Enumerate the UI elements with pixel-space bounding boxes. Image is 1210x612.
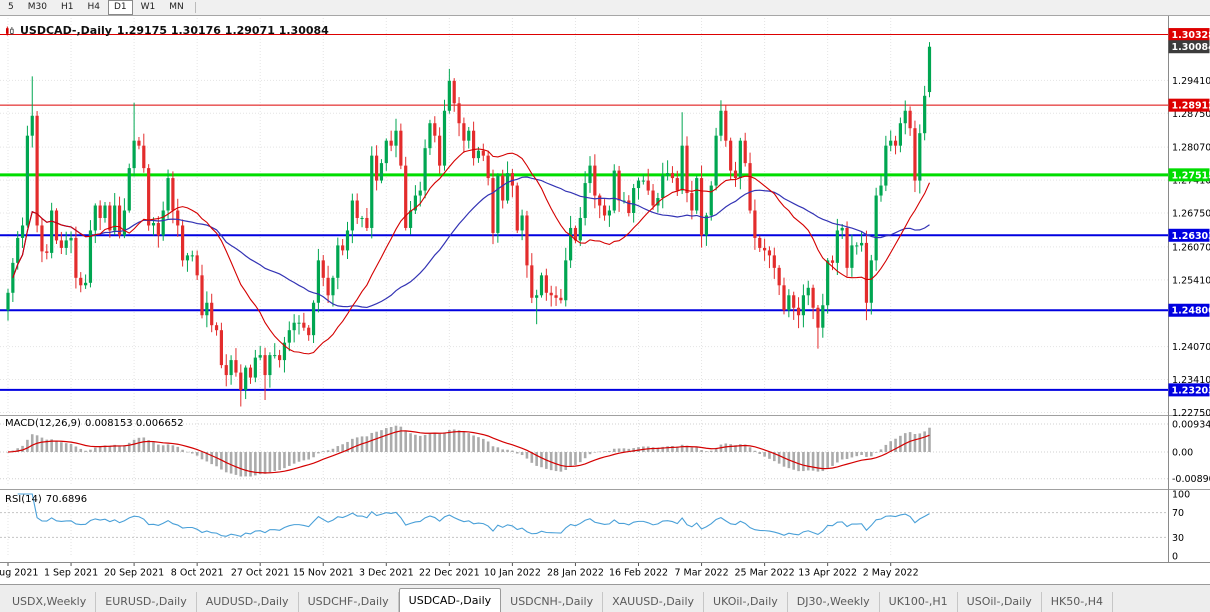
tab-usoil-daily[interactable]: USOil-,Daily	[958, 592, 1042, 612]
svg-text:25 Mar 2022: 25 Mar 2022	[734, 568, 794, 579]
price-level-badge	[1168, 28, 1210, 42]
svg-text:1.28750: 1.28750	[1172, 109, 1210, 120]
svg-text:1.28912: 1.28912	[1172, 101, 1210, 112]
tab-hk50-h4[interactable]: HK50-,H4	[1042, 592, 1113, 612]
candlestick-series	[6, 42, 932, 407]
ma-slow-line	[12, 176, 930, 309]
svg-text:1.22750: 1.22750	[1172, 408, 1210, 419]
chart-canvas[interactable]: 1.294101.287501.280701.274101.267501.260…	[0, 16, 1210, 584]
svg-text:1.23410: 1.23410	[1172, 375, 1210, 386]
chart-area[interactable]: USDCAD-,Daily 1.29175 1.30176 1.29071 1.…	[0, 16, 1210, 584]
macd-guides	[0, 423, 1168, 480]
rsi-params: RSI(14)	[5, 494, 42, 505]
price-level-badge	[1168, 98, 1210, 112]
price-level-badge	[1168, 228, 1210, 242]
grid	[0, 18, 1168, 556]
toolbar-separator	[194, 2, 196, 13]
svg-text:3 Dec 2021: 3 Dec 2021	[359, 568, 414, 579]
svg-text:1.26750: 1.26750	[1172, 208, 1210, 219]
chart-title: USDCAD-,Daily 1.29175 1.30176 1.29071 1.…	[5, 24, 329, 37]
svg-text:7 Mar 2022: 7 Mar 2022	[674, 568, 728, 579]
price-badges: 1.30328 1.28912 1.27515 1.26303 1.24800 1.232…	[1168, 28, 1210, 397]
rsi-indicator-label: RSI(14) 70.6896	[5, 494, 91, 505]
svg-text:22 Dec 2021: 22 Dec 2021	[419, 568, 480, 579]
timeframe-mn[interactable]: MN	[169, 2, 184, 12]
svg-text:13 Aug 2021: 13 Aug 2021	[0, 568, 38, 579]
svg-text:1.30328: 1.30328	[1172, 30, 1210, 41]
tab-eurusd-daily[interactable]: EURUSD-,Daily	[96, 592, 197, 612]
tab-usdcnh-daily[interactable]: USDCNH-,Daily	[501, 592, 604, 612]
macd-histogram	[6, 425, 931, 477]
svg-text:1.24800: 1.24800	[1172, 306, 1210, 317]
svg-text:100: 100	[1172, 490, 1190, 501]
svg-text:1.23203: 1.23203	[1172, 385, 1210, 396]
price-axis: 1.294101.287501.280701.274101.267501.260…	[1172, 76, 1210, 563]
svg-text:1.25410: 1.25410	[1172, 275, 1210, 286]
timeframe-5[interactable]: 5	[8, 2, 14, 12]
svg-text:0.00: 0.00	[1172, 448, 1193, 459]
tab-audusd-daily[interactable]: AUDUSD-,Daily	[197, 592, 299, 612]
svg-text:10 Jan 2022: 10 Jan 2022	[484, 568, 541, 579]
tab-usdcad-daily[interactable]: USDCAD-,Daily	[398, 588, 502, 612]
macd-signal-line	[7, 430, 930, 474]
svg-text:0.00934: 0.00934	[1172, 419, 1210, 430]
timeframe-toolbar: 5 M30 H1 H4 D1 W1 MN	[0, 0, 1210, 16]
price-level-badge	[1168, 383, 1210, 397]
chart-icon	[6, 26, 14, 35]
svg-text:1.26303: 1.26303	[1172, 231, 1210, 242]
macd-params: MACD(12,26,9)	[5, 418, 81, 429]
ma-fast-line	[12, 148, 931, 355]
svg-text:70: 70	[1172, 508, 1184, 519]
timeframe-d1[interactable]: D1	[107, 0, 133, 15]
tab-xauusd-daily[interactable]: XAUUSD-,Daily	[603, 592, 705, 612]
rsi-value: 70.6896	[45, 494, 88, 505]
timeframe-h1[interactable]: H1	[60, 2, 74, 12]
tab-usdx-weekly[interactable]: USDX,Weekly	[3, 592, 97, 612]
symbol-tabbar: USDX,Weekly EURUSD-,Daily AUDUSD-,Daily USD…	[0, 584, 1210, 612]
svg-text:1.26070: 1.26070	[1172, 242, 1210, 253]
timeframe-h4[interactable]: H4	[87, 2, 100, 12]
current-price-badge	[1168, 40, 1210, 54]
svg-text:1.27515: 1.27515	[1172, 170, 1210, 181]
svg-text:0: 0	[1172, 552, 1178, 563]
panel-dividers	[0, 16, 1210, 563]
svg-text:8 Oct 2021: 8 Oct 2021	[171, 568, 224, 579]
svg-text:16 Feb 2022: 16 Feb 2022	[609, 568, 668, 579]
macd-indicator-label: MACD(12,26,9) 0.008153 0.006652	[5, 418, 188, 429]
chart-ohlc-label: 1.29175 1.30176 1.29071 1.30084	[116, 24, 329, 37]
svg-text:1.24070: 1.24070	[1172, 342, 1210, 353]
macd-values: 0.008153 0.006652	[84, 418, 184, 429]
horizontal-levels	[0, 34, 1168, 391]
svg-text:13 Apr 2022: 13 Apr 2022	[798, 568, 857, 579]
price-level-badge	[1168, 168, 1210, 182]
price-level-badge	[1168, 303, 1210, 317]
svg-text:1.28070: 1.28070	[1172, 143, 1210, 154]
chart-symbol-label: USDCAD-,Daily	[20, 24, 112, 37]
tab-dj30-weekly[interactable]: DJ30-,Weekly	[788, 592, 880, 612]
tab-ukoil-daily[interactable]: UKOil-,Daily	[704, 592, 788, 612]
tab-uk100-h1[interactable]: UK100-,H1	[880, 592, 958, 612]
svg-text:2 May 2022: 2 May 2022	[863, 568, 919, 579]
svg-text:-0.00890: -0.00890	[1172, 474, 1210, 485]
svg-text:28 Jan 2022: 28 Jan 2022	[547, 568, 604, 579]
timeframe-m30[interactable]: M30	[27, 2, 47, 12]
timeframe-w1[interactable]: W1	[140, 2, 156, 12]
svg-text:27 Oct 2021: 27 Oct 2021	[231, 568, 290, 579]
svg-text:15 Nov 2021: 15 Nov 2021	[293, 568, 354, 579]
rsi-line	[17, 493, 930, 537]
svg-text:1.29410: 1.29410	[1172, 76, 1210, 87]
tab-usdchf-daily[interactable]: USDCHF-,Daily	[299, 592, 399, 612]
svg-text:1 Sep 2021: 1 Sep 2021	[44, 568, 98, 579]
svg-text:20 Sep 2021: 20 Sep 2021	[104, 568, 164, 579]
rsi-guides	[0, 512, 1168, 538]
date-axis: 13 Aug 2021 1 Sep 2021 20 Sep 2021 8 Oct 20…	[0, 563, 919, 579]
svg-text:30: 30	[1172, 533, 1184, 544]
svg-text:1.30084: 1.30084	[1172, 42, 1210, 53]
